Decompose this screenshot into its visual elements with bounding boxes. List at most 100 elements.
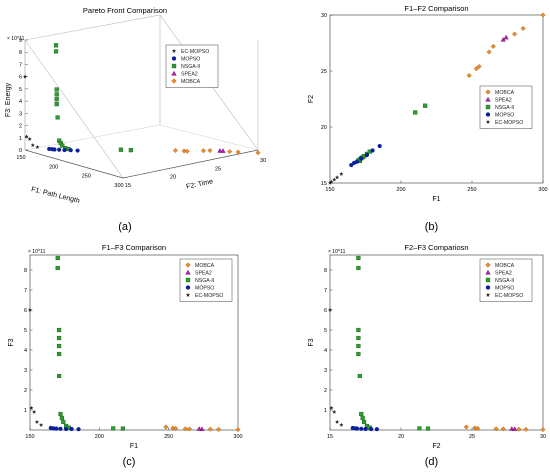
data-point-mobca [184,148,190,154]
data-point-ec-mopso [327,180,333,185]
y-tick-label: 20 [170,175,176,181]
data-point-nsga-ii [55,255,60,261]
y-tick-label: 1 [24,408,27,414]
x-tick-label: 300 [114,183,123,189]
legend-label-spea2: SPEA2 [495,98,512,104]
x-tick-label: 300 [538,187,547,193]
legend-marker [171,56,177,61]
data-point-nsga-ii [55,115,60,120]
data-point-mopso [370,148,375,153]
x-tick-label: 150 [325,187,334,193]
legend-marker [185,277,191,283]
data-point-mobca [523,426,529,432]
z-tick-label: 6 [19,75,22,81]
legend-label-nsga-ii: NSGA-II [495,105,514,111]
data-point-mopso [75,148,80,153]
data-point-ec-mopso [329,179,334,184]
legend-marker [485,112,491,117]
legend-marker [171,48,177,53]
data-point-nsga-ii [54,97,59,102]
data-point-nsga-ii [425,426,431,431]
data-point-mopso [52,147,57,152]
legend-label-ec-mopso: EC-MOPSO [495,293,523,299]
data-point-mobca [182,426,188,432]
legend-marker [185,269,191,275]
data-point-mobca [540,12,546,18]
data-point-ec-mopso [332,409,337,414]
data-points [327,12,546,185]
data-point-mobca [207,148,213,154]
data-point-mopso [68,148,73,153]
data-point-ec-mopso [34,419,40,424]
data-points [27,255,241,433]
data-point-nsga-ii [118,147,123,152]
data-point-mopso [359,156,364,161]
data-point-ec-mopso [339,422,344,427]
data-point-mobca [475,425,481,431]
legend-marker [485,89,491,95]
panel-title: F1–F2 Comparison [404,4,468,13]
data-point-nsga-ii [356,265,361,271]
y-tick-label: 25 [321,69,327,75]
data-point-mobca [476,64,482,70]
legend-marker [185,292,191,297]
y-tick-label: 7 [24,288,27,294]
data-point-mobca [486,49,492,55]
data-point-mopso [58,426,63,431]
plot-frame [329,254,544,431]
panel-caption: (c) [123,456,136,468]
z-tick-label: 7 [19,62,22,68]
legend-label-mobca: MOBCA [181,79,201,85]
legend-label-spea2: SPEA2 [181,72,198,78]
data-point-spea2 [199,426,205,431]
data-point-nsga-ii [57,351,62,357]
y-tick-label: 7 [324,288,327,294]
panel-caption: (b) [425,221,438,233]
f2-axis-line [122,149,259,179]
legend-marker [485,269,491,275]
data-point-nsga-ii [57,327,62,333]
data-point-mobca [512,31,518,37]
panel-d: F2–F3 Compariosn 15 20 25 30 1 2 3 4 5 6 7 8 × 10^11 F… [308,243,546,468]
panel-a-ticks: 0 1 2 3 4 5 6 7 8 9 150 200 250 300 15 20 25 30 [16,38,266,189]
data-point-spea2 [220,148,226,153]
back-floor-edge [159,124,259,151]
data-point-nsga-ii [417,426,422,431]
data-point-mobca [173,425,179,431]
data-point-mobca [473,66,479,72]
data-point-mopso [374,427,379,432]
data-point-mobca [172,147,178,153]
legend-label-mobca: MOBCA [195,263,215,269]
data-point-mobca [500,426,506,432]
data-point-spea2 [500,37,506,42]
y-tick-label: 2 [324,388,327,394]
legend-label-ec-mopso: EC-MOPSO [495,120,523,126]
data-point-mopso [63,426,69,432]
panel-a-points [22,43,261,156]
data-point-ec-mopso [30,143,35,147]
y-tick-label: 8 [324,268,327,274]
data-point-nsga-ii [60,143,65,148]
data-point-nsga-ii [58,411,63,417]
y-tick-label: 15 [125,183,131,189]
data-point-ec-mopso [329,405,334,410]
z-tick-label: 4 [19,99,22,105]
x-tick-label: 150 [16,155,25,161]
data-point-mobca [235,427,241,433]
data-point-nsga-ii [53,49,59,54]
data-point-nsga-ii [54,92,59,97]
data-point-ec-mopso [335,175,340,180]
legend-label-ec-mopso: EC-MOPSO [195,293,223,299]
x-axis-label: F2 [432,443,440,450]
legend-marker [485,277,491,283]
x-tick-label: 250 [82,174,91,180]
data-point-nsga-ii [356,255,361,261]
data-point-ec-mopso [27,136,32,141]
y-exponent: × 10^11 [28,249,46,255]
data-point-ec-mopso [32,409,37,414]
data-point-mobca [216,426,222,432]
data-point-mobca [235,149,241,155]
legend-label-mopso: MOPSO [495,286,514,292]
data-points [327,255,546,433]
